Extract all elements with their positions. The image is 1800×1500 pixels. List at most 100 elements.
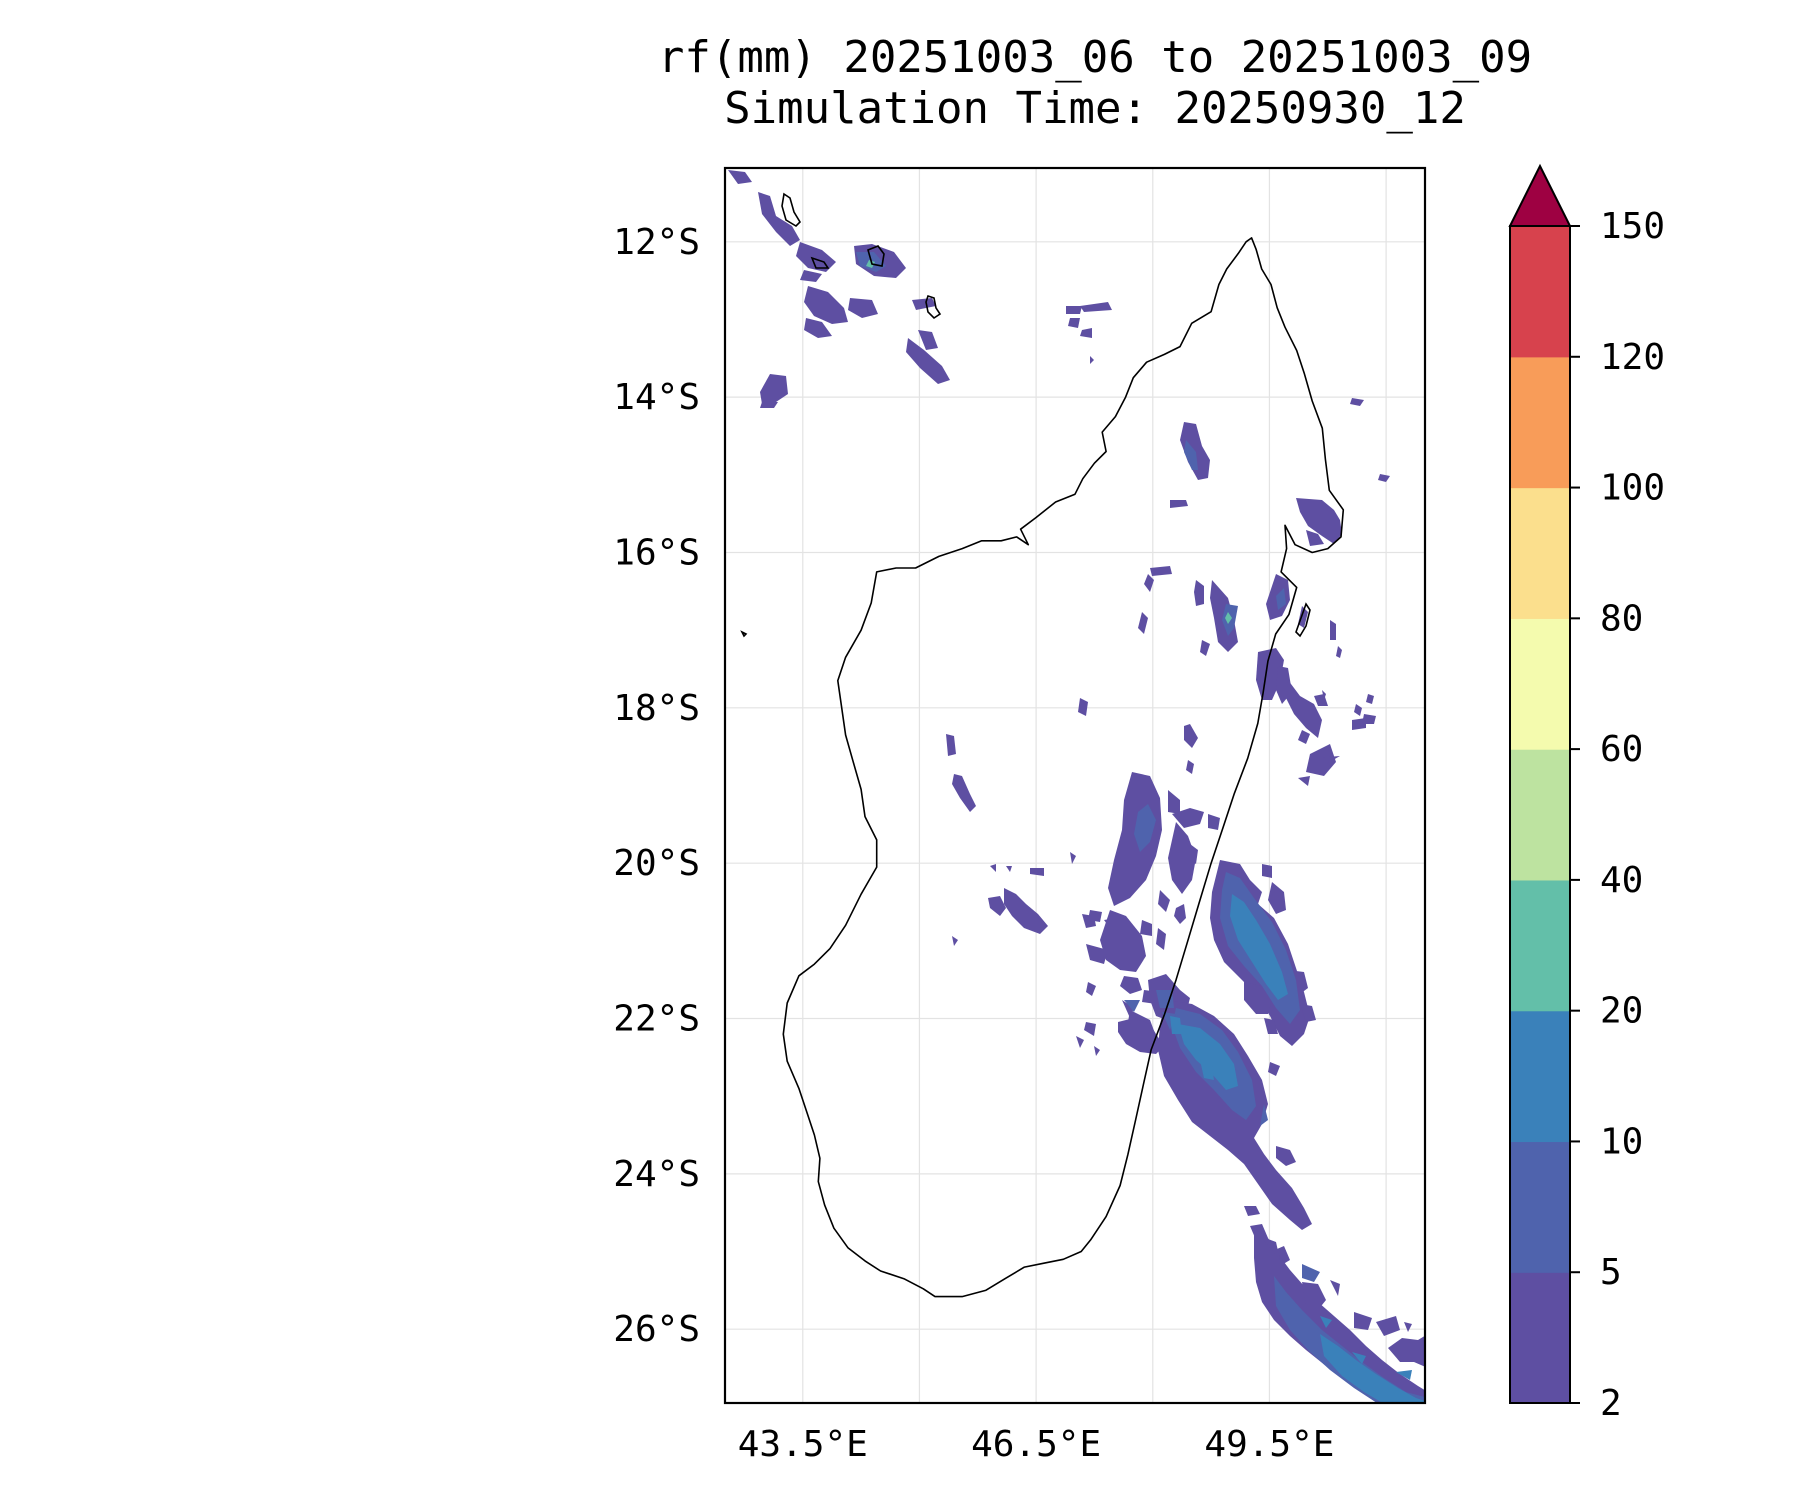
rain-cell (758, 192, 800, 246)
rain-cell (1140, 920, 1152, 936)
colorbar-segment (1510, 1010, 1570, 1143)
rain-cell (1124, 1000, 1140, 1012)
comoros-islands (740, 192, 1311, 638)
rain-cell (1076, 1036, 1084, 1048)
rain-cell (1320, 1316, 1332, 1328)
rain-cell (1362, 714, 1376, 724)
rain-cell (912, 298, 936, 310)
colorbar-tick-label: 10 (1600, 1121, 1643, 1162)
lat-tick-label: 26°S (613, 1309, 700, 1350)
lat-tick-label: 14°S (613, 377, 700, 418)
rain-cell (1138, 612, 1148, 634)
rain-cell (1336, 646, 1342, 658)
colorbar-segment (1510, 1272, 1570, 1404)
rain-cell (1100, 910, 1146, 972)
rain-cell (1225, 612, 1232, 624)
rain-cell (1268, 882, 1286, 914)
rainfall-level-10-20 (1170, 894, 1425, 1403)
rain-cell (1172, 808, 1204, 828)
rain-cell (1352, 1352, 1366, 1364)
colorbar-segment (1510, 879, 1570, 1012)
rain-cell (1264, 1018, 1278, 1034)
island-mayotte (925, 294, 942, 320)
rain-cell (1230, 894, 1288, 1000)
rain-cell (1168, 822, 1196, 894)
island-moheli (810, 256, 830, 269)
rainfall-field (728, 170, 1425, 1403)
colorbar-segment (1510, 1141, 1570, 1273)
rain-cell (1302, 1264, 1320, 1282)
rain-cell (1260, 1236, 1280, 1260)
rain-cell (1286, 680, 1322, 738)
rain-cell (1174, 904, 1186, 924)
rain-cell (804, 318, 832, 338)
colorbar-segment (1510, 356, 1570, 489)
rain-cell (1404, 1322, 1412, 1332)
rain-cell (1084, 1022, 1096, 1036)
island-juan-de-nova (740, 630, 748, 638)
rain-cell (1296, 498, 1342, 544)
rain-cell (1200, 1060, 1214, 1080)
island-sainte-marie (1295, 602, 1311, 638)
colorbar: 2 5 10 20 40 60 80 100 120 150 (1508, 163, 1665, 1424)
colorbar-tick-label: 5 (1600, 1252, 1622, 1293)
colorbar-tick-label: 100 (1600, 468, 1665, 509)
rain-cell (1170, 500, 1188, 508)
colorbar-segment (1510, 618, 1570, 750)
rain-cell (1184, 440, 1198, 470)
rain-cell (1194, 580, 1204, 606)
longitude-axis: 43.5°E 46.5°E 49.5°E (738, 1424, 1335, 1465)
rain-cell (1078, 698, 1088, 716)
rain-cell (1208, 814, 1220, 830)
rainfall-level-20-40 (866, 260, 1232, 624)
rain-cell (1244, 1206, 1260, 1216)
lat-tick-label: 16°S (613, 532, 700, 573)
rain-cell (1354, 704, 1362, 716)
rain-cell (1330, 620, 1336, 640)
rain-cell (1144, 574, 1154, 592)
rain-cell (1090, 356, 1094, 364)
rain-cell (1330, 1280, 1340, 1296)
rain-cell (1314, 756, 1340, 764)
lon-tick-label: 43.5°E (738, 1424, 868, 1465)
rain-cell (1120, 976, 1142, 994)
latitude-axis: 12°S 14°S 16°S 18°S 20°S 22°S 24°S 26°S (613, 222, 700, 1350)
lat-tick-label: 20°S (613, 843, 700, 884)
rain-cell (848, 298, 878, 318)
rain-cell (1186, 760, 1194, 774)
rain-cell (988, 896, 1006, 916)
rain-cell (1150, 566, 1172, 576)
lat-tick-label: 22°S (613, 999, 700, 1040)
lat-tick-label: 12°S (613, 222, 700, 263)
rain-cell (1030, 868, 1044, 876)
rain-cell (1156, 990, 1174, 1008)
lat-tick-label: 24°S (613, 1154, 700, 1195)
rain-cell (952, 936, 958, 946)
rain-cell (1352, 718, 1366, 730)
rain-cell (1260, 1104, 1268, 1126)
rain-cell (1006, 866, 1012, 872)
rain-cell (866, 260, 875, 268)
rain-cell (1306, 530, 1324, 546)
rain-cell (1086, 982, 1096, 996)
rain-cell (1178, 1024, 1238, 1090)
rain-cell (1302, 1282, 1326, 1310)
madagascar-coastline (782, 237, 1345, 1298)
colorbar-segment (1510, 749, 1570, 881)
colorbar-tick-label: 40 (1600, 860, 1643, 901)
colorbar-tick-label: 2 (1600, 1383, 1622, 1424)
rain-cell (946, 734, 956, 756)
colorbar-extend-arrow (1508, 163, 1572, 227)
rain-cell (1004, 888, 1048, 934)
rain-cell (1134, 804, 1156, 852)
rain-cell (1354, 1312, 1372, 1330)
map-frame (723, 166, 1427, 1405)
rain-cell (1080, 328, 1092, 338)
rain-cell (1300, 1004, 1316, 1022)
rain-cell (1086, 944, 1108, 964)
rain-cell (1170, 1016, 1182, 1034)
colorbar-segment (1510, 487, 1570, 619)
colorbar-outline (1509, 225, 1571, 1404)
rain-cell (1276, 1146, 1296, 1166)
